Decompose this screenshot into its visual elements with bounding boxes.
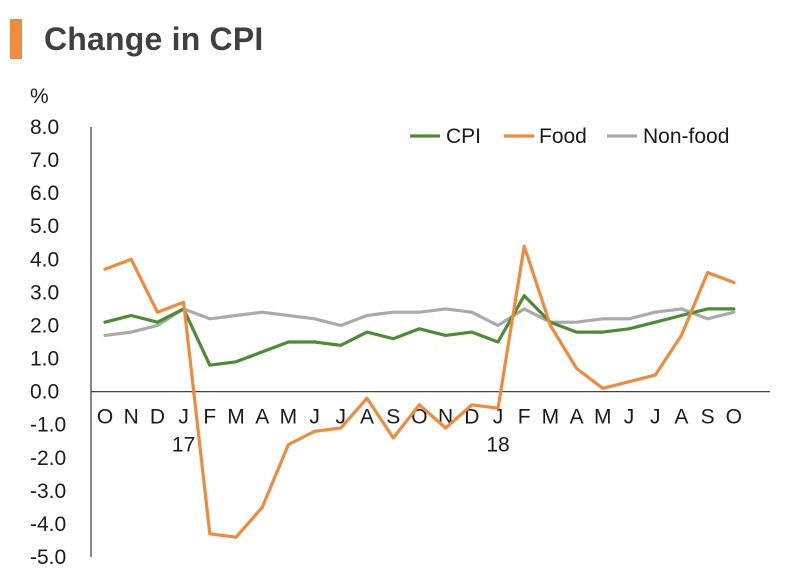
chart-title: Change in CPI: [44, 20, 264, 57]
series-lines: [103, 244, 736, 539]
title-accent-bar: [10, 19, 22, 59]
x-tick-label: M: [542, 406, 560, 429]
x-tick-label: N: [124, 406, 139, 429]
x-tick-label: F: [203, 406, 216, 429]
y-tick-label: 4.0: [30, 248, 59, 271]
x-tick-label: J: [624, 406, 635, 429]
y-tick-label: -3.0: [30, 480, 66, 503]
x-tick-label: A: [674, 406, 688, 429]
x-tick-label: F: [518, 406, 531, 429]
x-tick-label: J: [336, 406, 347, 429]
x-tick-label: O: [726, 406, 742, 429]
x-tick-label: J: [309, 406, 320, 429]
series-line-cpi: [103, 294, 736, 367]
y-tick-label: -1.0: [30, 414, 66, 437]
x-tick-label: J: [178, 406, 189, 429]
x-tick-label: A: [360, 406, 374, 429]
x-tick-label: O: [97, 406, 113, 429]
x-tick-label: A: [255, 406, 269, 429]
x-tick-label: J: [650, 406, 661, 429]
y-tick-label: 3.0: [30, 281, 59, 304]
y-tick-label: -4.0: [30, 513, 66, 536]
y-tick-label: -5.0: [30, 546, 66, 569]
legend: CPI Food Non-food: [410, 125, 729, 148]
y-tick-label: 2.0: [30, 314, 59, 337]
x-tick-label: D: [464, 406, 479, 429]
x-year-label: 17: [172, 434, 195, 457]
y-tick-label: 5.0: [30, 215, 59, 238]
y-axis-label: %: [30, 85, 49, 108]
x-tick-label: M: [227, 406, 245, 429]
legend-label: Non-food: [643, 125, 729, 148]
series-line-food: [103, 244, 736, 539]
y-tick-label: 8.0: [30, 116, 59, 139]
y-tick-label: -2.0: [30, 447, 66, 470]
series-line-non-food: [103, 307, 736, 337]
y-tick-label: 6.0: [30, 182, 59, 205]
y-ticks: 8.0 7.0 6.0 5.0 4.0 3.0 2.0 1.0 0.0 -1.0 -2.0 -3.0 -…: [30, 116, 66, 569]
legend-label: CPI: [446, 125, 481, 148]
y-tick-label: 0.0: [30, 381, 59, 404]
y-tick-label: 7.0: [30, 149, 59, 172]
x-tick-label: S: [386, 406, 400, 429]
x-tick-label: D: [150, 406, 165, 429]
x-year-label: 18: [486, 434, 509, 457]
x-tick-label: S: [701, 406, 715, 429]
x-tick-label: M: [280, 406, 298, 429]
x-tick-label: J: [493, 406, 504, 429]
x-tick-label: A: [570, 406, 584, 429]
x-tick-label: M: [594, 406, 612, 429]
x-ticks: O N D J F M A M J J A S O N D J F M A M J J A S O17 18: [97, 406, 742, 457]
chart-header: Change in CPI: [10, 18, 264, 60]
legend-label: Food: [539, 125, 587, 148]
y-tick-label: 1.0: [30, 348, 59, 371]
